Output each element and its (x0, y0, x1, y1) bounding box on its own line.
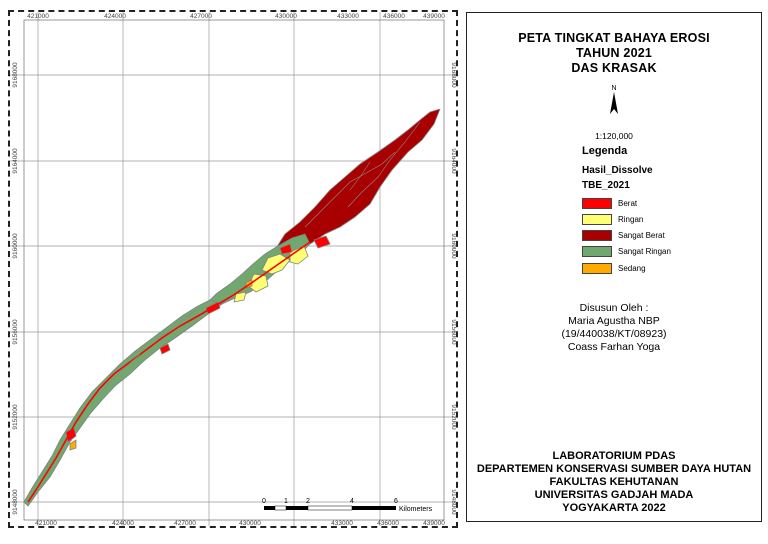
legend-swatch (582, 262, 612, 274)
legend-swatch (582, 197, 612, 209)
legend-item-sedang: Sedang (582, 261, 646, 275)
zone-sedang (69, 439, 77, 451)
watershed-das-krasak (23, 108, 441, 507)
legend-item-ringan: Ringan (582, 212, 643, 226)
zone-sangat-ringan-lower (23, 299, 223, 507)
x-tick-labels-bottom: 421000 424000 427000 430000 433000 43600… (35, 520, 445, 526)
scale-unit-label: Kilometers (399, 506, 433, 513)
author-coass: Coass Farhan Yoga (567, 341, 661, 353)
x-tick-label: 430000 (275, 13, 297, 20)
y-tick-label: 9156000 (12, 319, 19, 345)
inner-neatline (23, 19, 445, 521)
map-frame: 421000 424000 427000 430000 433000 43600… (8, 10, 458, 528)
graticule (10, 12, 456, 526)
x-tick-label: 433000 (337, 13, 359, 20)
scale-segment (274, 505, 287, 511)
y-tick-label: 9164000 (450, 148, 456, 174)
scale-ratio: 1:120,000 (595, 131, 633, 141)
legend-label: Sedang (618, 263, 646, 273)
scale-label: 4 (350, 498, 354, 505)
scale-segment (264, 506, 275, 510)
y-tick-label: 9164000 (12, 148, 19, 174)
legend-label: Berat (618, 198, 638, 208)
map-title-year: TAHUN 2021 (575, 46, 653, 60)
legend-item-berat: Berat (582, 196, 637, 210)
x-tick-label: 421000 (35, 520, 57, 526)
map-canvas: 421000 424000 427000 430000 433000 43600… (10, 12, 456, 526)
legend-swatch (582, 213, 612, 225)
layout-panel: PETA TINGKAT BAHAYA EROSI TAHUN 2021 DAS… (466, 12, 762, 522)
institution-lab: LABORATORIUM PDAS (552, 450, 676, 462)
author-name: Maria Agustha NBP (568, 315, 660, 327)
legend-label: Sangat Ringan (618, 246, 671, 256)
north-label: N (611, 85, 617, 92)
scale-label: 0 (262, 498, 266, 505)
x-tick-label: 424000 (104, 13, 126, 20)
subunit-boundary (154, 307, 201, 343)
institution-department: DEPARTEMEN KONSERVASI SUMBER DAYA HUTAN (476, 463, 752, 475)
zone-ringan (261, 253, 291, 275)
x-tick-label: 427000 (190, 13, 212, 20)
legend-swatch (582, 229, 612, 241)
y-tick-label: 9168000 (12, 62, 19, 88)
legend-item-sangat-berat: Sangat Berat (582, 228, 665, 242)
legend-label: Ringan (618, 214, 644, 224)
author-id: (19/440038/KT/08923) (561, 328, 667, 340)
y-tick-label: 9168000 (450, 62, 456, 88)
y-tick-label: 9152000 (12, 404, 19, 430)
y-tick-label: 9152000 (450, 404, 456, 430)
zone-berat (313, 235, 331, 249)
x-tick-label: 439000 (423, 13, 445, 20)
zone-berat (159, 343, 171, 355)
x-tick-label: 433000 (331, 520, 353, 526)
author-heading: Disusun Oleh : (579, 302, 649, 314)
legend-field-name: TBE_2021 (582, 180, 630, 191)
x-tick-label: 421000 (27, 13, 49, 20)
y-tick-label: 9160000 (12, 233, 19, 259)
map-title-area: DAS KRASAK (571, 61, 657, 75)
y-tick-label: 9156000 (450, 319, 456, 345)
subunit-boundaries (97, 121, 421, 397)
legend-label: Sangat Berat (618, 230, 665, 240)
institution-faculty: FAKULTAS KEHUTANAN (549, 476, 679, 488)
scale-bar: 0 1 2 4 6 Kilometers (262, 498, 433, 513)
zone-berat (279, 243, 293, 255)
y-tick-labels-right: 9168000 9164000 9160000 9156000 9152000 … (450, 62, 456, 515)
north-arrow-icon (610, 92, 618, 114)
map-title-line: PETA TINGKAT BAHAYA EROSI (518, 31, 710, 45)
subunit-boundary (304, 151, 396, 228)
legend-item-sangat-ringan: Sangat Ringan (582, 244, 671, 258)
x-tick-labels-top: 421000 424000 427000 430000 433000 43600… (27, 13, 445, 20)
legend-title: Legenda (582, 145, 628, 157)
x-tick-label: 427000 (174, 520, 196, 526)
subunit-boundary (347, 121, 421, 208)
scale-segment (286, 506, 308, 510)
subunit-boundary (349, 161, 371, 191)
scale-label: 1 (284, 498, 288, 505)
river-berat-channel (27, 241, 311, 503)
north-arrow: N (467, 85, 761, 121)
legend-swatch (582, 245, 612, 257)
x-tick-label: 436000 (383, 13, 405, 20)
y-tick-label: 9148000 (12, 489, 19, 515)
scale-label: 6 (394, 498, 398, 505)
institution-university: UNIVERSITAS GADJAH MADA (534, 489, 694, 501)
y-tick-labels-left: 9168000 9164000 9160000 9156000 9152000 … (12, 62, 19, 515)
legend-layer-name: Hasil_Dissolve (582, 165, 653, 176)
x-tick-label: 424000 (112, 520, 134, 526)
x-tick-label: 439000 (423, 520, 445, 526)
x-tick-label: 436000 (377, 520, 399, 526)
x-tick-label: 430000 (239, 520, 261, 526)
subunit-boundary (97, 353, 141, 397)
zone-ringan (233, 291, 247, 303)
y-tick-label: 9160000 (450, 233, 456, 259)
scale-label: 2 (306, 498, 310, 505)
y-tick-label: 9148000 (450, 489, 456, 515)
institution-city-year: YOGYAKARTA 2022 (562, 502, 666, 514)
scale-segment (352, 506, 396, 510)
scale-segment (307, 505, 353, 511)
